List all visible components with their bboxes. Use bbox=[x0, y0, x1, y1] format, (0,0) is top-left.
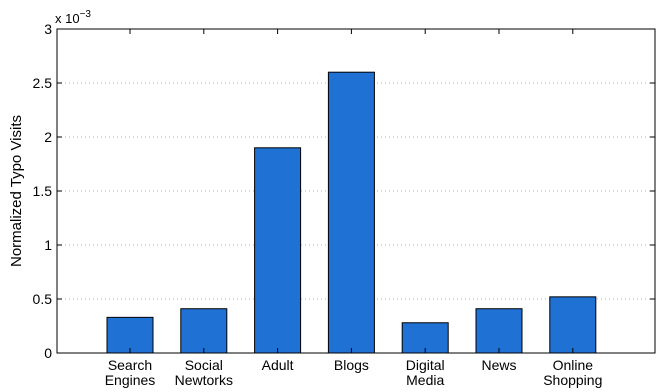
y-tick-label: 2.5 bbox=[33, 75, 53, 91]
y-multiplier-exponent: −3 bbox=[80, 9, 92, 20]
x-tick-label: Search Engines bbox=[105, 357, 156, 388]
y-tick-label: 3 bbox=[44, 21, 52, 37]
y-axis-multiplier: x 10−3 bbox=[55, 9, 91, 26]
bar bbox=[475, 308, 523, 354]
bar bbox=[106, 316, 154, 354]
x-tick-label-line: Adult bbox=[262, 357, 294, 373]
y-tick-label: 0.5 bbox=[33, 291, 53, 307]
x-tick-label-line: Search bbox=[108, 357, 152, 373]
x-tick-label: Blogs bbox=[334, 357, 369, 373]
x-tick-label: Digital Media bbox=[406, 357, 445, 388]
x-tick-label-line: Digital bbox=[406, 357, 445, 373]
x-axis-ticks: Search Engines Social Newtorks Adult Blogs Dig… bbox=[105, 29, 602, 388]
x-tick-label: Social Newtorks bbox=[175, 357, 233, 388]
x-tick-label-line: News bbox=[481, 357, 516, 373]
bar bbox=[549, 296, 597, 354]
y-tick-label: 0 bbox=[44, 345, 52, 361]
x-tick-label-line: Shopping bbox=[543, 372, 602, 388]
x-tick-label-line: Blogs bbox=[334, 357, 369, 373]
bar bbox=[401, 322, 449, 354]
bar bbox=[254, 147, 302, 354]
x-tick-label-line: Online bbox=[553, 357, 594, 373]
y-axis-label: Normalized Typo Visits bbox=[8, 115, 25, 267]
x-tick-label-line: Engines bbox=[105, 372, 156, 388]
bar bbox=[180, 308, 228, 354]
y-tick-label: 1.5 bbox=[33, 183, 53, 199]
x-tick-label-line: Social bbox=[185, 357, 223, 373]
x-tick-label: News bbox=[481, 357, 516, 373]
x-tick-label-line: Newtorks bbox=[175, 372, 233, 388]
y-tick-label: 1 bbox=[44, 237, 52, 253]
x-tick-label: Adult bbox=[262, 357, 294, 373]
y-multiplier-base: x 10 bbox=[55, 11, 80, 26]
x-tick-label-line: Media bbox=[406, 372, 444, 388]
y-axis-ticks: 0 0.5 1 1.5 2 2.5 3 bbox=[33, 21, 655, 361]
bar bbox=[327, 71, 375, 354]
bars bbox=[106, 71, 597, 354]
x-tick-label: Online Shopping bbox=[543, 357, 602, 388]
y-tick-label: 2 bbox=[44, 129, 52, 145]
